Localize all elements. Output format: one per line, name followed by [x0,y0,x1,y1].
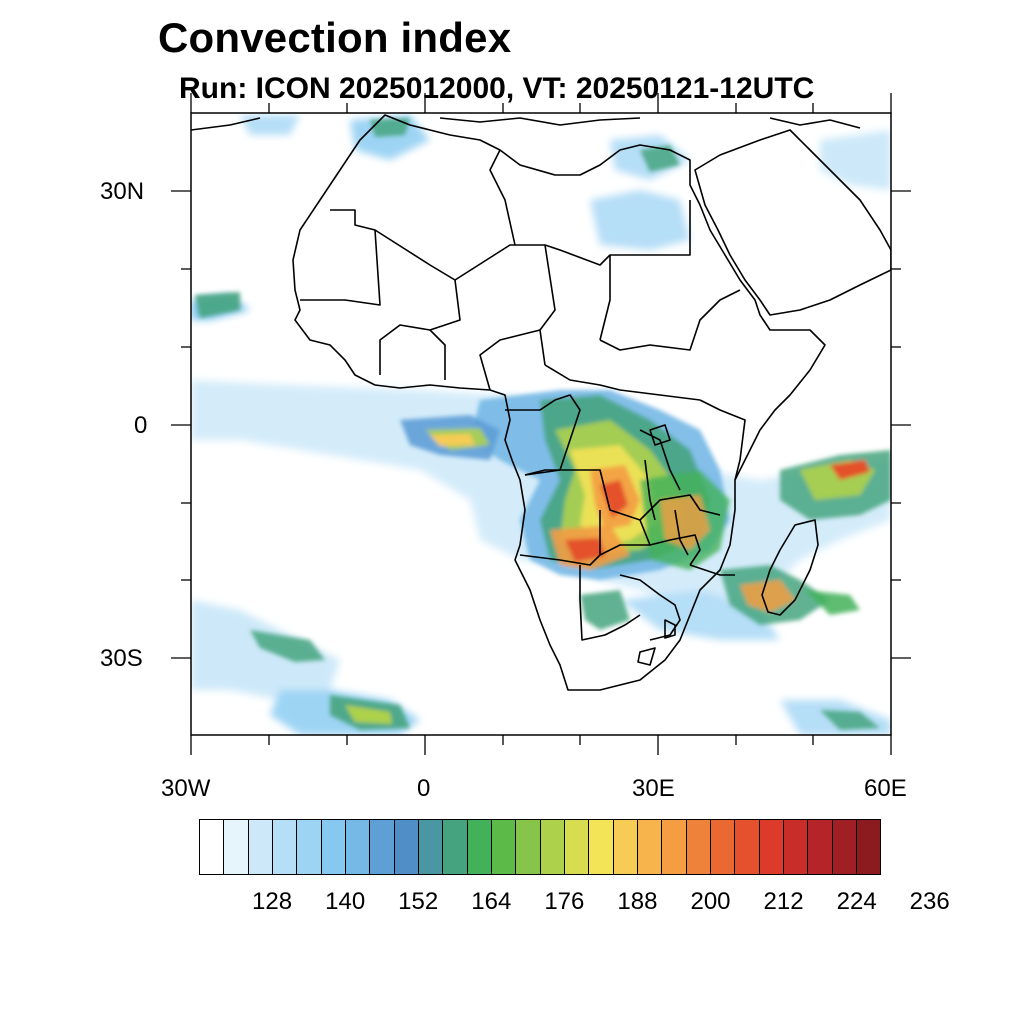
colorbar-cell [613,820,638,874]
lon-label-30e: 30E [632,775,675,802]
lat-label-30n: 30N [100,178,145,205]
lon-label-60e: 60E [864,775,907,802]
colorbar-cell [856,820,881,874]
colorbar-cell [443,820,468,874]
colorbar-cell [345,820,371,874]
colorbar-tick-label: 212 [763,888,804,915]
colorbar-tick-label: 140 [325,888,366,915]
map-subtitle: Run: ICON 2025012000, VT: 20250121-12UTC [179,72,815,105]
lat-label-0: 0 [134,412,148,439]
colorbar-cell [467,820,492,874]
colorbar-cell [200,820,225,874]
colorbar-tick-label: 152 [398,888,439,915]
colorbar-cell [783,820,809,874]
colorbar-cell [370,820,395,874]
colorbar-tick-label: 224 [836,888,877,915]
lat-label-30s: 30S [100,645,143,672]
colorbar-tick-label: 188 [617,888,658,915]
colorbar-tick-label: 164 [471,888,512,915]
lon-label-30w: 30W [161,775,211,802]
colorbar-cell [662,820,687,874]
colorbar-tick-label: 200 [690,888,731,915]
colorbar-cell [272,820,298,874]
colorbar-cell [564,820,590,874]
colorbar-cell [418,820,444,874]
colorbar-cell [759,820,784,874]
colorbar [199,819,881,875]
colorbar-cell [540,820,565,874]
colorbar-cell [321,820,346,874]
colorbar-cell [735,820,760,874]
lon-label-0: 0 [417,775,431,802]
colorbar-cell [808,820,833,874]
colorbar-cell [637,820,663,874]
colorbar-tick-label: 236 [909,888,950,915]
colorbar-tick-label: 176 [544,888,585,915]
colorbar-cell [248,820,273,874]
colorbar-cell [710,820,736,874]
colorbar-cell [589,820,614,874]
colorbar-cell [297,820,322,874]
colorbar-cell [491,820,517,874]
colorbar-cell [394,820,419,874]
map-frame [190,112,892,736]
colorbar-cell [224,820,249,874]
colorbar-cell [516,820,541,874]
colorbar-cell [832,820,857,874]
coastlines-borders [191,114,891,691]
colorbar-tick-label: 128 [252,888,293,915]
convection-field [191,115,891,735]
map-title: Convection index [158,14,512,61]
colorbar-cell [686,820,711,874]
axis-ticks [171,93,911,755]
